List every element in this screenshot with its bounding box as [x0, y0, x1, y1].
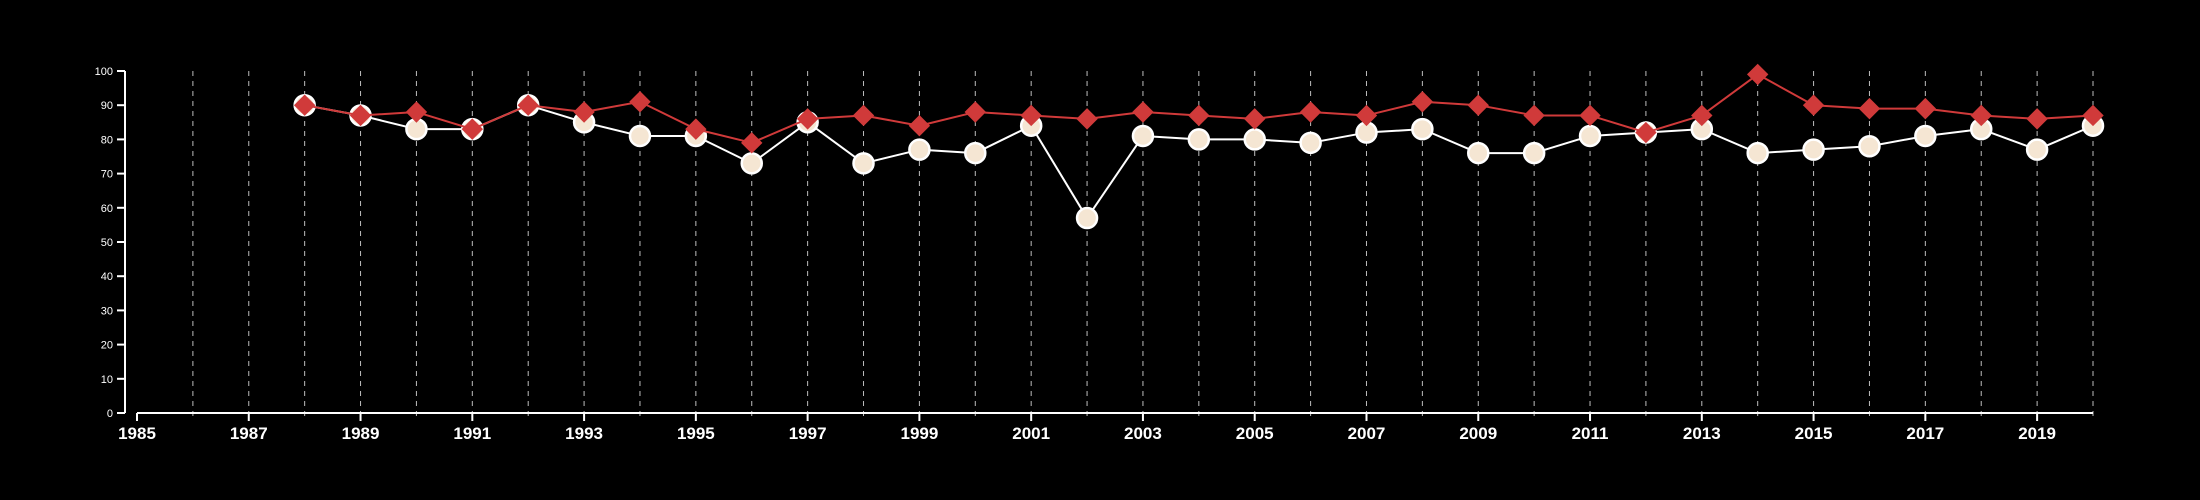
- series-2-point-1993: [573, 101, 595, 123]
- series-2-point-2013: [1691, 104, 1713, 127]
- x-tick-label-2003: 2003: [1124, 424, 1162, 443]
- series-2-point-2001: [1020, 104, 1042, 127]
- series-2-point-2012: [1635, 121, 1657, 144]
- series-1-point-2003: [1131, 124, 1155, 148]
- series-2-point-2003: [1132, 101, 1154, 123]
- series-2-point-1990: [405, 101, 428, 123]
- axes: [117, 70, 2093, 421]
- series-2-point-2014: [1746, 63, 1769, 86]
- y-tick-label-10: 10: [101, 374, 113, 386]
- x-tick-label-1991: 1991: [453, 424, 491, 443]
- x-tick-label-2001: 2001: [1012, 424, 1050, 443]
- x-tick-label-2005: 2005: [1236, 424, 1274, 443]
- series-2-point-2000: [964, 101, 986, 123]
- series-1-point-2005: [1243, 128, 1266, 151]
- series-2-point-2011: [1579, 104, 1601, 127]
- y-tick-label-40: 40: [101, 271, 113, 283]
- series-2-point-2008: [1411, 91, 1434, 113]
- x-tick-label-1997: 1997: [789, 424, 827, 443]
- series-2-point-2005: [1244, 108, 1266, 130]
- y-tick-label-70: 70: [101, 169, 113, 181]
- series-2-point-2007: [1355, 104, 1378, 127]
- tick-labels: 0 10 20 30 40 50 60 70 80 90 100 1985 1987 1989 1991 19…: [95, 66, 2056, 443]
- x-tick-label-2013: 2013: [1683, 424, 1721, 443]
- series-1-point-2009: [1467, 141, 1490, 165]
- x-tick-label-2015: 2015: [1795, 424, 1833, 443]
- series-1-point-2016: [1858, 134, 1881, 158]
- series-1-point-1999: [908, 138, 931, 161]
- series-2-point-1992: [517, 94, 539, 116]
- y-tick-label-90: 90: [101, 100, 113, 112]
- series-2-point-2018: [1970, 104, 1992, 127]
- series-2-point-2019: [2026, 108, 2048, 130]
- series-1-point-2004: [1187, 128, 1211, 151]
- series-1-point-1998: [852, 152, 875, 175]
- series-1-point-2011: [1578, 124, 1602, 148]
- x-tick-label-2017: 2017: [1906, 424, 1944, 443]
- series-2-point-1994: [629, 91, 651, 113]
- series-1-point-2006: [1299, 131, 1322, 155]
- series-2-point-2015: [1802, 94, 1825, 116]
- series-2-point-2017: [1914, 97, 1937, 120]
- series-2-point-2004: [1188, 104, 1210, 127]
- series-2-point-1996: [741, 132, 763, 154]
- y-tick-label-0: 0: [107, 408, 113, 420]
- series-1-markers: [293, 93, 2105, 230]
- x-tick-label-1985: 1985: [118, 424, 156, 443]
- x-tick-label-2009: 2009: [1459, 424, 1497, 443]
- series-1-point-1996: [740, 152, 763, 175]
- series-2-point-2010: [1523, 104, 1545, 127]
- series-2-point-1999: [908, 115, 931, 137]
- series-1-point-2019: [2025, 138, 2049, 161]
- series-2-point-1989: [349, 104, 372, 127]
- series-1-point-2015: [1802, 138, 1825, 161]
- series-2-markers: [293, 63, 2104, 154]
- x-tick-label-1993: 1993: [565, 424, 603, 443]
- series-2-point-1988: [293, 94, 316, 116]
- x-tick-label-2011: 2011: [1572, 424, 1609, 443]
- series-2-point-1997: [796, 108, 819, 130]
- x-tick-label-1995: 1995: [677, 424, 715, 443]
- series-2-point-2002: [1076, 108, 1098, 130]
- vertical-gridlines: [192, 71, 2094, 421]
- x-tick-label-2007: 2007: [1348, 424, 1386, 443]
- series-2-point-1991: [461, 118, 484, 140]
- x-tick-label-1987: 1987: [230, 424, 268, 443]
- series-layer: [293, 63, 2105, 230]
- series-1-point-2002: [1075, 206, 1099, 230]
- series-2-point-2020: [2082, 104, 2104, 127]
- series-1-point-2014: [1746, 141, 1769, 165]
- y-tick-label-80: 80: [101, 134, 113, 146]
- series-1-point-1994: [628, 124, 652, 148]
- series-2-point-1998: [852, 104, 875, 127]
- series-2-point-2009: [1467, 94, 1489, 116]
- series-1-point-2017: [1914, 124, 1937, 148]
- series-1-point-2010: [1522, 141, 1546, 165]
- y-tick-label-30: 30: [101, 305, 113, 317]
- y-tick-label-60: 60: [101, 203, 113, 215]
- x-tick-label-2019: 2019: [2018, 424, 2056, 443]
- series-1-point-2008: [1411, 117, 1434, 141]
- y-tick-label-20: 20: [101, 340, 113, 352]
- series-2-point-2006: [1299, 101, 1322, 123]
- series-2-point-2016: [1858, 97, 1881, 120]
- x-tick-label-1999: 1999: [900, 424, 938, 443]
- series-2-point-1995: [685, 118, 707, 140]
- y-tick-label-100: 100: [95, 66, 113, 78]
- series-1-point-2000: [964, 141, 987, 165]
- y-tick-label-50: 50: [101, 237, 113, 249]
- x-tick-label-1989: 1989: [342, 424, 380, 443]
